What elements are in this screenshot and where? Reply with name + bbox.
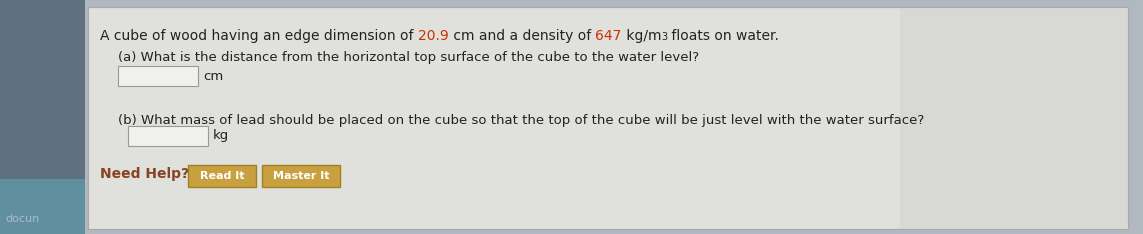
FancyBboxPatch shape (118, 66, 198, 86)
FancyBboxPatch shape (0, 0, 85, 234)
Text: Need Help?: Need Help? (99, 167, 189, 181)
Text: cm: cm (203, 69, 223, 83)
FancyBboxPatch shape (187, 165, 256, 187)
Text: (b) What mass of lead should be placed on the cube so that the top of the cube w: (b) What mass of lead should be placed o… (118, 114, 925, 127)
FancyBboxPatch shape (0, 179, 85, 234)
FancyBboxPatch shape (262, 165, 339, 187)
Text: 20.9: 20.9 (418, 29, 448, 43)
Text: kg: kg (213, 129, 230, 143)
Text: 3: 3 (661, 32, 668, 42)
Text: Master It: Master It (273, 171, 329, 181)
Text: Read It: Read It (200, 171, 245, 181)
FancyBboxPatch shape (128, 126, 208, 146)
Text: A cube of wood having an edge dimension of: A cube of wood having an edge dimension … (99, 29, 418, 43)
Text: kg/m: kg/m (622, 29, 661, 43)
FancyBboxPatch shape (88, 7, 1128, 229)
Text: docun: docun (5, 214, 39, 224)
FancyBboxPatch shape (900, 7, 1128, 229)
Text: cm and a density of: cm and a density of (448, 29, 596, 43)
Text: (a) What is the distance from the horizontal top surface of the cube to the wate: (a) What is the distance from the horizo… (118, 51, 700, 64)
Text: floats on water.: floats on water. (668, 29, 780, 43)
Text: 647: 647 (596, 29, 622, 43)
